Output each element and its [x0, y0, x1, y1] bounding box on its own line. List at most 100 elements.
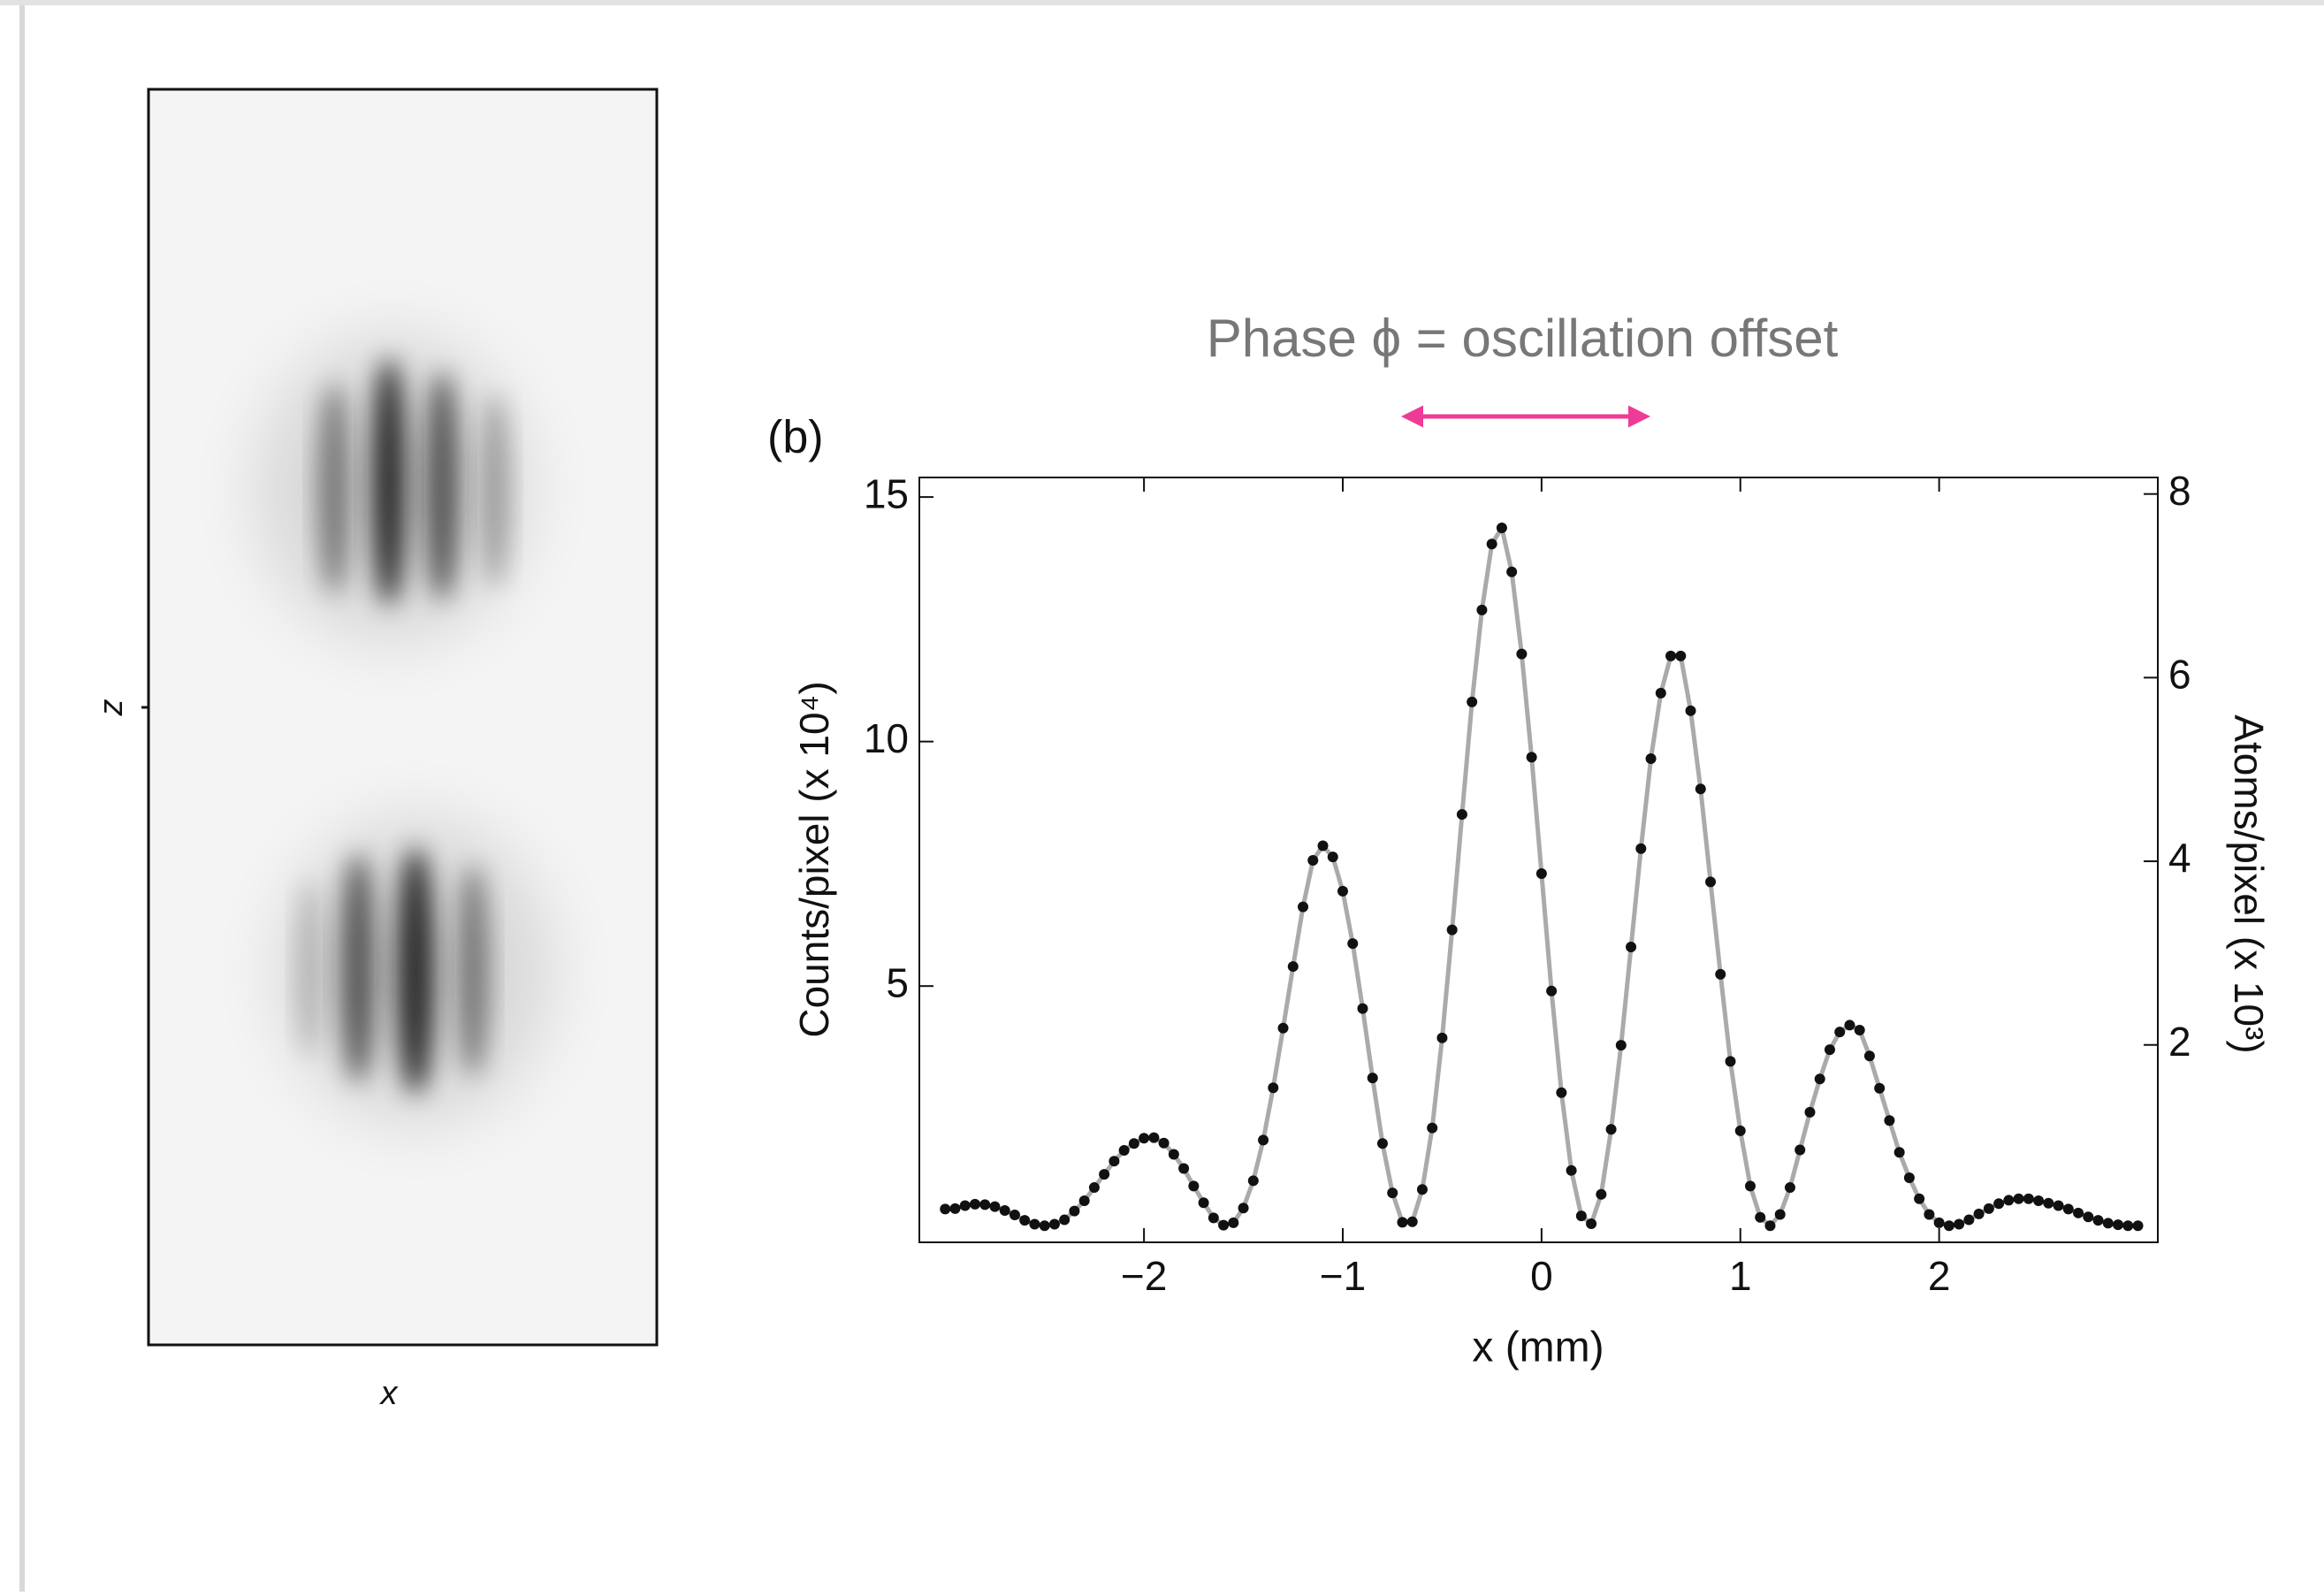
data-point [1188, 1180, 1200, 1192]
data-point [1367, 1073, 1378, 1084]
data-point [1476, 604, 1488, 615]
x-tick-label: −1 [1320, 1253, 1366, 1299]
data-point [1774, 1209, 1786, 1220]
data-point [2003, 1195, 2015, 1206]
data-point [1655, 687, 1666, 699]
data-point [999, 1205, 1010, 1217]
data-point [1615, 1040, 1627, 1051]
data-point [1078, 1195, 1090, 1206]
data-point [959, 1200, 971, 1211]
x-tick-label: 0 [1530, 1253, 1553, 1299]
data-point [1486, 538, 1497, 550]
data-point [1039, 1220, 1050, 1232]
data-point [1178, 1163, 1190, 1174]
data-point [1665, 650, 1677, 661]
data-point [1834, 1027, 1846, 1038]
data-point [1645, 753, 1657, 765]
data-point [1626, 941, 1637, 952]
data-point [1099, 1169, 1110, 1180]
data-point [1556, 1087, 1567, 1098]
data-point [2102, 1218, 2114, 1229]
data-point [1218, 1219, 1230, 1231]
data-point [2013, 1193, 2024, 1204]
fringe [457, 865, 489, 1077]
data-point [1357, 1003, 1368, 1014]
data-point [1635, 843, 1647, 854]
data-point [1954, 1218, 1965, 1230]
data-point [1118, 1145, 1130, 1157]
data-point [1685, 705, 1696, 716]
absorption-image: x z [93, 88, 659, 1412]
data-point [1814, 1073, 1825, 1085]
data-point [1109, 1156, 1120, 1167]
data-point [1019, 1215, 1031, 1226]
data-point [1277, 1022, 1289, 1034]
data-point [1804, 1106, 1816, 1118]
data-point [2113, 1219, 2124, 1231]
data-point [1128, 1138, 1139, 1149]
data-point [2083, 1211, 2094, 1223]
y-tick-label: 15 [864, 470, 909, 516]
data-point [1546, 985, 1558, 997]
data-point [1307, 855, 1319, 867]
data-point [1933, 1217, 1945, 1228]
x-tick-label: 1 [1729, 1253, 1752, 1299]
image-z-label: z [93, 699, 130, 717]
data-point [1675, 650, 1687, 661]
data-point [1397, 1217, 1408, 1228]
data-point [1258, 1134, 1269, 1146]
plot-frame [918, 477, 2159, 1243]
data-point [1854, 1024, 1865, 1035]
data-point [1247, 1175, 1259, 1187]
data-point [1794, 1144, 1806, 1156]
data-point [1755, 1211, 1766, 1223]
data-point [1914, 1193, 1925, 1204]
x-tick-label: −2 [1121, 1253, 1167, 1299]
image-frame [147, 88, 659, 1347]
data-point [2122, 1220, 2134, 1232]
data-point [979, 1199, 991, 1210]
data-point [2092, 1215, 2104, 1226]
data-point [1943, 1220, 1954, 1232]
data-point [1327, 851, 1338, 863]
data-point [1198, 1197, 1209, 1209]
data-point [2033, 1195, 2045, 1206]
data-point [1088, 1182, 1100, 1194]
data-point [1337, 885, 1348, 897]
data-point [1874, 1082, 1886, 1094]
fringe [340, 853, 376, 1083]
data-point [1416, 1184, 1428, 1195]
data-point [1069, 1205, 1080, 1217]
data-point [1268, 1082, 1279, 1094]
data-point [1059, 1214, 1071, 1226]
y2-tick-label: 8 [2168, 468, 2191, 514]
data-point [1575, 1210, 1587, 1222]
data-point [1725, 1056, 1736, 1067]
data-point [1844, 1019, 1855, 1031]
data-point [1516, 648, 1528, 660]
fringe [297, 880, 322, 1057]
data-point [1317, 840, 1329, 851]
data-point [1048, 1218, 1060, 1230]
data-point [1924, 1209, 1935, 1220]
data-point [940, 1203, 951, 1215]
data-point [1347, 938, 1359, 950]
data-point [1734, 1125, 1746, 1136]
data-point [1139, 1133, 1150, 1144]
upper-cloud [260, 339, 525, 639]
data-point [1784, 1182, 1795, 1194]
data-point [1376, 1138, 1388, 1149]
data-point [2062, 1203, 2074, 1215]
data-point [1287, 961, 1299, 973]
panel-label: (b) [767, 412, 824, 463]
x-tick-label: 2 [1928, 1253, 1951, 1299]
image-x-label: x [379, 1375, 400, 1412]
data-point [1446, 924, 1458, 935]
data-point [1824, 1044, 1835, 1056]
data-point [1387, 1187, 1398, 1199]
data-point [1695, 783, 1706, 795]
data-point [1983, 1203, 1994, 1214]
y2-tick-label: 4 [2168, 835, 2191, 881]
